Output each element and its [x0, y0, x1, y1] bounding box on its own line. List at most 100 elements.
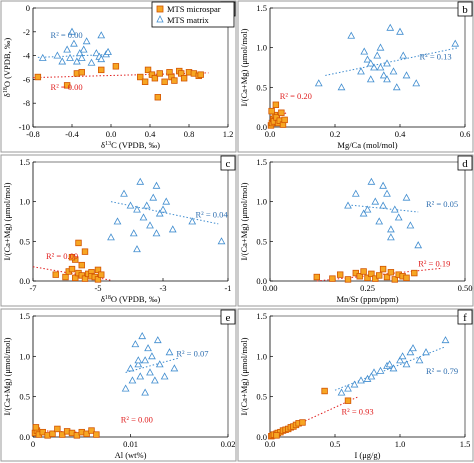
- matrix-point: [68, 27, 76, 35]
- panel-frame: [237, 154, 474, 307]
- matrix-point: [141, 388, 150, 396]
- matrix-point: [146, 221, 154, 229]
- microspar-point: [78, 69, 85, 76]
- x-tick-label: -1: [224, 283, 231, 293]
- microspar-point: [391, 276, 398, 283]
- matrix-point: [97, 31, 106, 39]
- microspar-point: [81, 248, 89, 255]
- x-tick-label: 1.5: [460, 439, 471, 449]
- matrix-point: [63, 45, 72, 53]
- y-tick-label: 0.5: [256, 392, 267, 402]
- y-tick-label: 0.0: [256, 122, 267, 132]
- series-matrix: R² = 0.07: [121, 332, 208, 396]
- matrix-point: [376, 63, 385, 71]
- microspar-point: [63, 82, 71, 89]
- microspar-point: [356, 273, 363, 280]
- panel-letter: e: [226, 312, 231, 324]
- x-tick-label: 0: [31, 439, 35, 449]
- panel-letter-box: [457, 1, 473, 17]
- r2-label: R² = 0.13: [420, 52, 452, 62]
- r2-label: R² = 0.19: [418, 259, 450, 269]
- panel-d: 0.00 0.25 0.50 0.0 0.5 1.0 1.5 Mn/Sr (ppm/ppm) I…: [237, 154, 474, 307]
- matrix-point: [152, 181, 161, 189]
- r2-label: R² = 0.79: [426, 366, 458, 376]
- matrix-point: [394, 213, 403, 221]
- matrix-point: [337, 83, 346, 91]
- x-axis-label: δ13C (VPDB, ‰): [101, 140, 160, 150]
- series-matrix: R² = 0.79: [334, 336, 458, 396]
- microspar-point: [52, 271, 59, 278]
- panel-letter-box: [220, 309, 236, 325]
- y-axis-label: δ18O (VPDB, ‰): [2, 38, 12, 98]
- matrix-point: [387, 225, 395, 233]
- matrix-point: [392, 83, 401, 91]
- y-tick-label: 1.0: [256, 43, 267, 53]
- x-axis-label: Al (wt%): [115, 450, 147, 460]
- x-tick-label: 0.6: [460, 129, 471, 139]
- matrix-point: [383, 59, 391, 67]
- legend-microspar-label: MTS microspar: [167, 4, 221, 14]
- r2-label: R² = 0.00: [51, 30, 83, 40]
- r2-label: R² = 0.00: [51, 82, 83, 92]
- series-matrix: R² = 0.05: [344, 177, 458, 249]
- matrix-point: [155, 360, 164, 368]
- y-tick-label: 0.5: [256, 82, 267, 92]
- series-matrix: R² = 0.00: [37, 27, 112, 66]
- y-tick-label: 0.5: [256, 236, 267, 246]
- panel-letter: b: [462, 4, 468, 16]
- microspar-point: [313, 273, 320, 281]
- x-tick-label: 1.0: [395, 439, 406, 449]
- x-tick-label: -0.8: [26, 129, 39, 139]
- matrix-point: [121, 384, 130, 392]
- matrix-point: [168, 225, 177, 233]
- matrix-point: [159, 205, 167, 213]
- x-tick-label: -7: [29, 283, 36, 293]
- microspar-point: [88, 427, 95, 434]
- matrix-point: [75, 49, 84, 57]
- y-tick-label: 1.0: [19, 351, 30, 361]
- panel-e: 0 0.01 0.02 0.0 0.5 1.0 1.5 Al (wt%) I/(Ca+Mg) (…: [0, 308, 237, 462]
- y-tick-label: 0.5: [19, 236, 30, 246]
- microspar-point: [281, 116, 288, 124]
- panel-b: 0.0 0.2 0.4 0.6 0.0 0.5 1.0 1.5 Mg/Ca (mol/mol) I…: [237, 0, 474, 153]
- matrix-point: [367, 372, 376, 380]
- series-matrix: R² = 0.04: [107, 177, 228, 253]
- matrix-point: [415, 356, 424, 364]
- matrix-point: [366, 75, 375, 83]
- x-tick-label: -3: [159, 283, 166, 293]
- microspar-point: [32, 424, 40, 431]
- matrix-point: [152, 229, 161, 237]
- matrix-point: [70, 39, 78, 47]
- x-tick-label: -0.4: [65, 129, 79, 139]
- y-tick-label: 1.0: [256, 197, 267, 207]
- matrix-point: [53, 51, 62, 59]
- matrix-point: [77, 53, 86, 61]
- microspar-point: [379, 265, 387, 273]
- y-axis-label: I/(Ca+Mg) (μmol/mol): [239, 337, 249, 415]
- x-tick-label: 0.0: [265, 129, 276, 139]
- matrix-point: [379, 71, 388, 79]
- microspar-point: [299, 419, 306, 426]
- legend-microspar-marker: [156, 5, 164, 13]
- matrix-point: [136, 372, 145, 380]
- matrix-point: [155, 209, 164, 217]
- matrix-point: [314, 79, 323, 87]
- matrix-point: [357, 67, 365, 75]
- matrix-point: [398, 352, 407, 360]
- matrix-point: [144, 344, 152, 352]
- x-axis-label: δ18O (VPDB, ‰): [101, 294, 161, 304]
- matrix-point: [371, 197, 380, 205]
- matrix-point: [149, 193, 158, 201]
- panel-frame: [0, 0, 237, 153]
- matrix-point: [389, 67, 398, 75]
- matrix-point: [389, 364, 398, 372]
- matrix-point: [162, 197, 171, 205]
- matrix-point: [120, 189, 128, 197]
- x-tick-label: 0.2: [330, 129, 341, 139]
- panel-frame: [237, 0, 474, 153]
- microspar-point: [344, 276, 352, 283]
- microspar-point: [94, 276, 102, 283]
- microspar-point: [62, 273, 69, 281]
- matrix-point: [128, 376, 137, 384]
- microspar-point: [321, 387, 328, 395]
